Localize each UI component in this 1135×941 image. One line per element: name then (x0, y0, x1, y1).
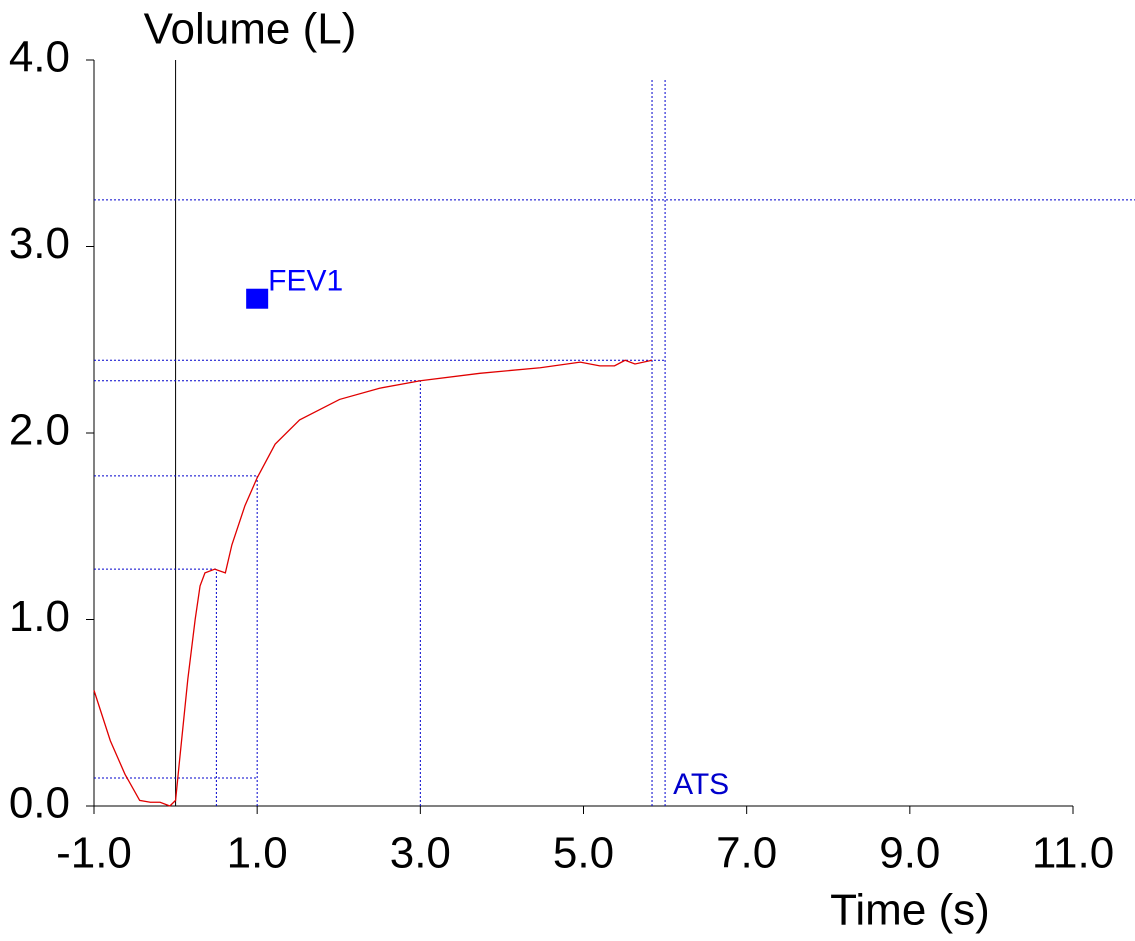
x-tick-label: 7.0 (716, 829, 777, 878)
x-tick-label: 1.0 (227, 829, 288, 878)
y-tick-label: 2.0 (9, 406, 70, 455)
y-tick-label: 0.0 (9, 779, 70, 828)
data-line (93, 359, 653, 807)
x-axis-label: Time (s) (830, 886, 990, 935)
y-tick-label: 4.0 (9, 33, 70, 82)
y-tick-label: 1.0 (9, 592, 70, 641)
y-axis-label: Volume (L) (144, 5, 357, 54)
fev1-marker (246, 288, 269, 309)
x-tick-label: 11.0 (1032, 829, 1114, 878)
y-tick-label: 3.0 (9, 219, 70, 268)
x-tick-label: 9.0 (879, 829, 940, 878)
x-tick-label: 5.0 (553, 829, 614, 878)
x-tick-label: -1.0 (56, 829, 132, 878)
annotation-label: FEV1 (268, 265, 343, 298)
x-tick-label: 3.0 (390, 829, 451, 878)
reference-label: ATS (673, 768, 729, 801)
